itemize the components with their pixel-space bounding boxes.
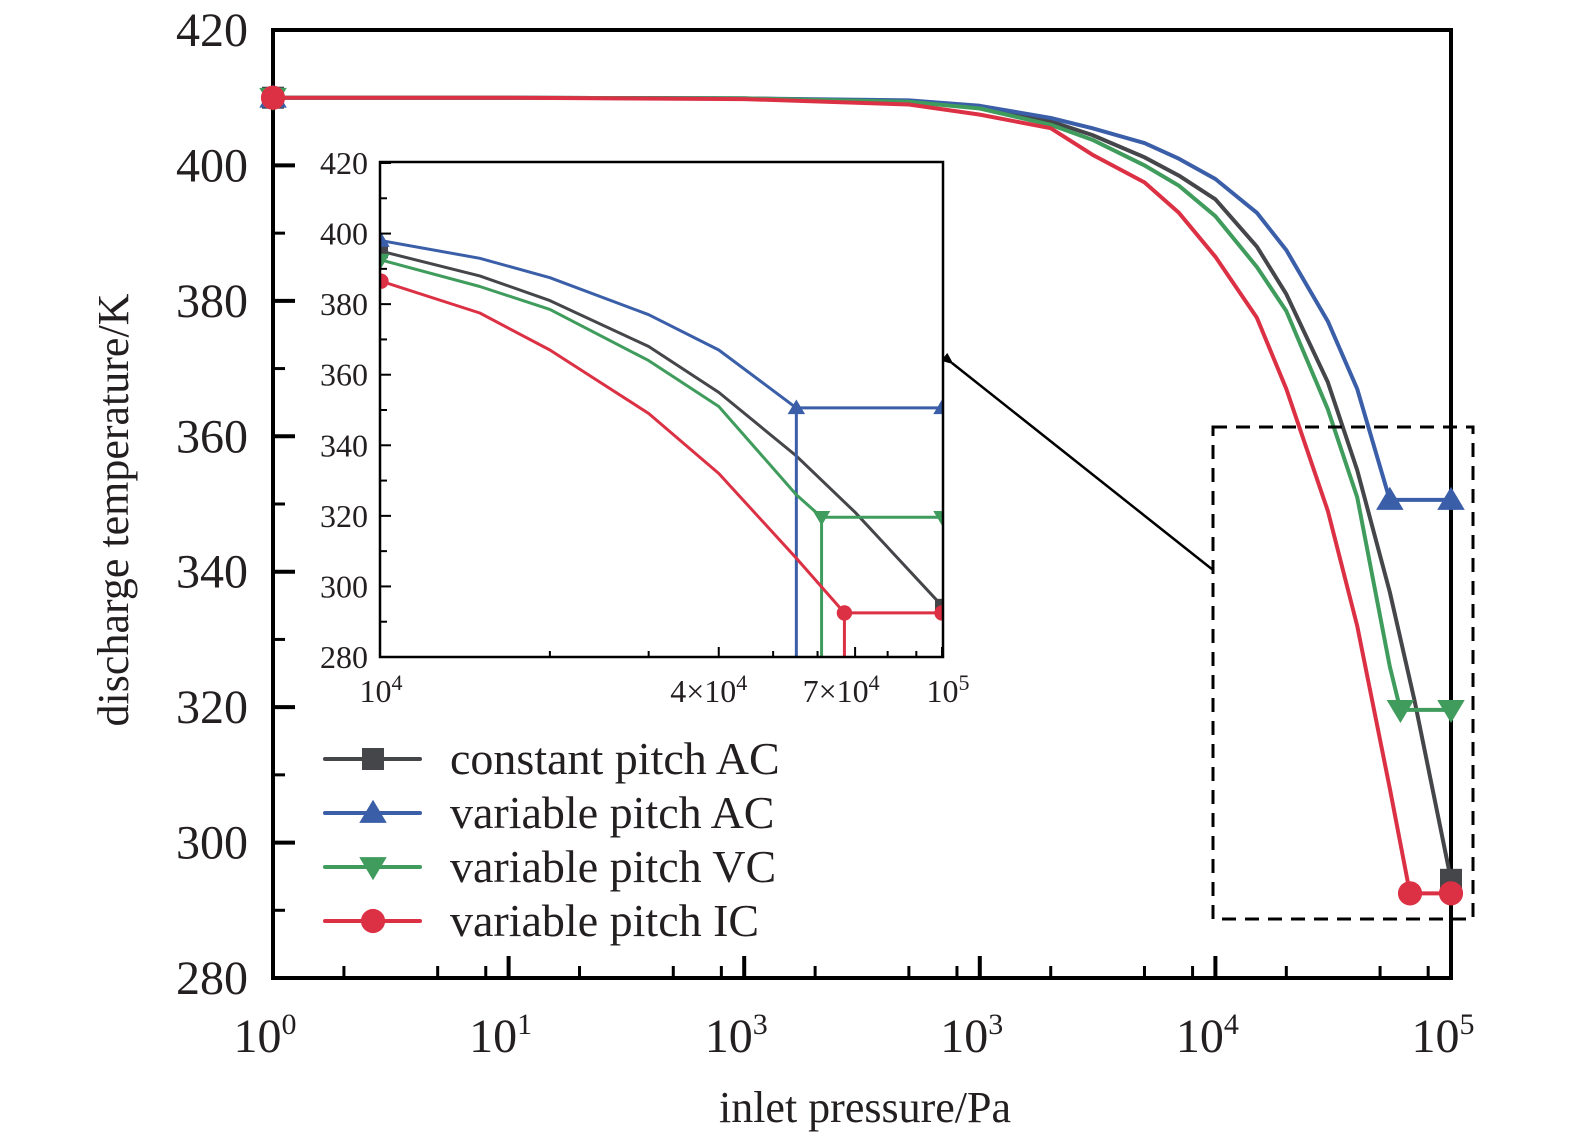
legend-marker <box>359 799 387 823</box>
inset-data-point-marker <box>380 253 390 269</box>
inset-x-tick-exponent: 4 <box>736 670 747 695</box>
inset-data-point-marker <box>380 244 388 259</box>
data-point-marker <box>260 85 286 110</box>
data-point-marker <box>1437 486 1465 510</box>
y-tick-label: 320 <box>176 681 248 734</box>
inset-data-point-marker <box>934 605 944 621</box>
legend-label: variable pitch AC <box>450 787 774 838</box>
inset-data-point-marker <box>380 232 390 247</box>
inset-background <box>380 162 943 657</box>
main-series-group <box>259 84 1465 906</box>
inset-x-tick-exponent: 5 <box>959 670 970 695</box>
series-variable-pitch-ic <box>260 85 1464 906</box>
y-tick-label: 300 <box>176 817 248 870</box>
inset-x-tick-exponent: 4 <box>392 670 403 695</box>
x-tick-exponent: 1 <box>517 1008 532 1041</box>
y-tick-label: 280 <box>176 952 248 1005</box>
legend-label: variable pitch IC <box>450 895 759 946</box>
x-tick-label: 100 <box>234 1008 297 1063</box>
data-point-marker <box>1397 881 1423 906</box>
inset-y-tick-label: 280 <box>320 639 368 675</box>
x-tick-label: 101 <box>469 1008 532 1063</box>
inset-y-tick-label: 380 <box>320 286 368 322</box>
y-tick-label: 420 <box>176 4 248 57</box>
x-axis-title: inlet pressure/Pa <box>719 1083 1011 1132</box>
main-y-tick-labels: 280 300 320 340 360 380 400 420 <box>176 4 248 1005</box>
legend-marker <box>362 748 384 770</box>
inset-series-variable-pitch-ac <box>380 232 944 657</box>
inset-x-tick-label: 104 <box>360 670 403 709</box>
data-point-marker <box>1438 881 1464 906</box>
legend-label: constant pitch AC <box>450 733 780 784</box>
data-point-marker <box>1437 699 1465 724</box>
inset-y-tick-label: 340 <box>320 427 368 463</box>
data-point-marker <box>1386 699 1415 724</box>
x-tick-label: 104 <box>1176 1008 1239 1063</box>
inset-data-point-marker <box>933 399 944 415</box>
inset-data-point-marker <box>380 273 389 289</box>
y-tick-label: 400 <box>176 139 248 192</box>
zoom-region-box <box>1211 425 1475 921</box>
inset-x-tick-labels: 104 4×104 7×104 105 <box>360 670 970 709</box>
legend-item-variable-pitch-ic: variable pitch IC <box>323 895 759 946</box>
inset-axis-ticks <box>381 162 943 658</box>
inset-x-tick-exponent: 4 <box>869 670 880 695</box>
inset-series-variable-pitch-ic <box>380 273 944 657</box>
data-point-marker <box>1376 486 1404 510</box>
inset-x-tick-label: 4×104 <box>670 670 747 709</box>
legend-marker <box>360 908 386 934</box>
inset-series-group <box>380 232 944 657</box>
inset-frame <box>378 160 945 659</box>
legend-item-variable-pitch-vc: variable pitch VC <box>323 841 776 892</box>
inset-data-point-marker <box>836 605 853 621</box>
inset-y-tick-label: 300 <box>320 568 368 604</box>
legend-item-constant-pitch-ac: constant pitch AC <box>323 733 780 784</box>
main-axis-ticks <box>271 28 1453 980</box>
inset-series-line <box>380 249 944 607</box>
y-tick-label: 340 <box>176 546 248 599</box>
legend-item-variable-pitch-ac: variable pitch AC <box>323 787 774 838</box>
inset-y-tick-label: 420 <box>320 145 368 181</box>
y-tick-label: 360 <box>176 410 248 463</box>
y-axis-title: discharge temperature/K <box>89 293 138 726</box>
main-x-tick-labels: 100 101 103 103 104 105 <box>234 1008 1475 1063</box>
inset-data-point-marker <box>933 510 944 526</box>
inset-series-line <box>380 279 942 615</box>
x-tick-exponent: 3 <box>988 1008 1003 1041</box>
series-line <box>273 95 1451 712</box>
zoom-arrow <box>941 352 1214 571</box>
inset-y-tick-label: 400 <box>320 216 368 252</box>
x-tick-label: 103 <box>940 1008 1003 1063</box>
x-tick-exponent: 0 <box>282 1008 297 1041</box>
x-tick-exponent: 3 <box>753 1008 768 1041</box>
inset-x-tick-label: 105 <box>927 670 970 709</box>
inset-data-point-marker <box>812 510 831 526</box>
legend-marker <box>359 857 387 881</box>
inset-y-tick-label: 320 <box>320 498 368 534</box>
series-line <box>273 95 1451 896</box>
inset-x-tick-label: 7×104 <box>803 670 880 709</box>
y-tick-label: 380 <box>176 275 248 328</box>
legend-label: variable pitch VC <box>450 841 776 892</box>
x-tick-exponent: 5 <box>1460 1008 1475 1041</box>
inset-data-point-marker <box>787 399 806 415</box>
x-tick-exponent: 4 <box>1224 1008 1239 1041</box>
inset-y-tick-label: 360 <box>320 357 368 393</box>
x-tick-label: 103 <box>705 1008 768 1063</box>
inset-y-tick-labels: 280 300 320 340 360 380 400 420 <box>320 145 368 675</box>
x-tick-label: 105 <box>1412 1008 1475 1063</box>
